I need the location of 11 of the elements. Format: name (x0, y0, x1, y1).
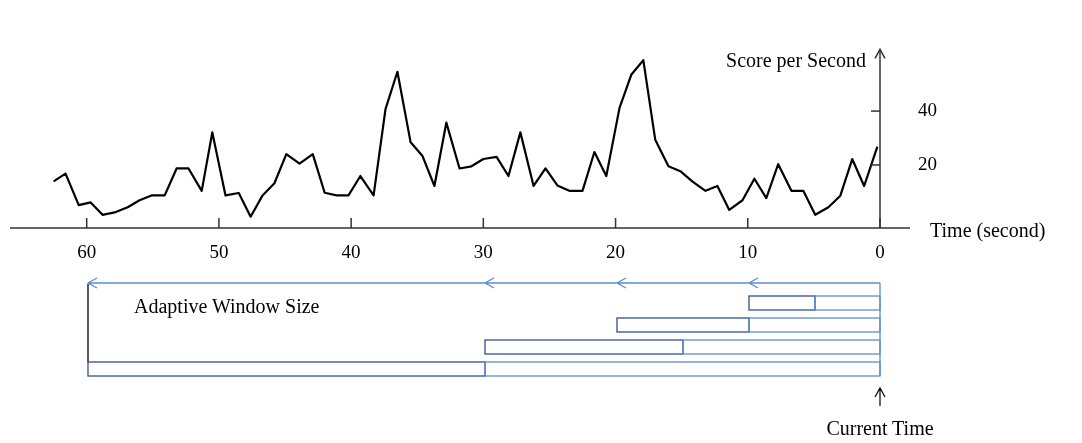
x-tick-label: 0 (875, 241, 885, 263)
x-tick-label: 30 (473, 241, 493, 263)
x-tick-label: 60 (77, 241, 97, 263)
text: Adaptive Window Size (134, 295, 320, 319)
x-axis-title: Time (second) (930, 219, 1046, 243)
text: Current Time (826, 417, 934, 440)
y-axis-title: Score per Second (726, 48, 866, 72)
x-tick-label: 40 (341, 241, 361, 263)
x-tick-label: 10 (738, 241, 758, 263)
x-tick-label: 50 (209, 241, 229, 263)
x-tick-label: 20 (606, 241, 626, 263)
